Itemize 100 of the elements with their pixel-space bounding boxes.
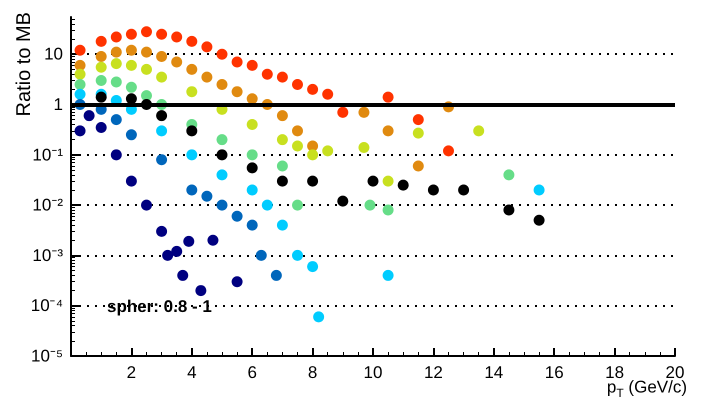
point	[126, 28, 137, 40]
point	[292, 200, 303, 211]
x-tick-label: 6	[247, 363, 257, 382]
point	[126, 82, 137, 93]
point	[110, 58, 122, 70]
x-tick-label: 18	[605, 363, 624, 382]
point	[126, 44, 137, 56]
point	[156, 125, 168, 136]
point	[246, 119, 258, 130]
point	[534, 184, 545, 196]
point	[232, 56, 243, 68]
point	[74, 125, 86, 136]
point	[186, 184, 198, 196]
point	[398, 180, 409, 191]
point	[141, 26, 152, 38]
point	[246, 220, 258, 231]
point	[96, 51, 107, 62]
point	[503, 204, 514, 216]
point	[74, 68, 86, 80]
point	[232, 86, 243, 98]
point	[207, 234, 218, 246]
point	[110, 46, 122, 58]
point	[382, 92, 394, 103]
point	[96, 75, 107, 86]
point	[443, 145, 454, 156]
point	[216, 134, 228, 146]
point	[201, 190, 212, 202]
point	[110, 32, 122, 43]
point	[382, 204, 394, 216]
point	[74, 88, 86, 100]
point	[292, 125, 303, 136]
point	[216, 79, 228, 90]
point	[201, 41, 212, 52]
point	[74, 79, 86, 90]
x-tick-label: 16	[544, 363, 564, 382]
point	[141, 200, 152, 211]
point	[262, 200, 273, 211]
point	[156, 110, 168, 122]
point	[412, 160, 424, 172]
point	[382, 176, 394, 187]
point	[322, 145, 334, 156]
point	[412, 128, 424, 139]
point	[368, 176, 378, 187]
point	[292, 140, 303, 152]
point	[473, 125, 484, 136]
point	[232, 210, 243, 222]
point	[186, 149, 198, 160]
point	[358, 142, 370, 153]
point	[358, 106, 370, 118]
point	[216, 48, 228, 60]
point	[364, 200, 376, 211]
point	[307, 84, 318, 95]
point	[141, 46, 152, 58]
y-tick-label: 10	[44, 44, 63, 64]
x-tick-label: 2	[126, 363, 136, 382]
point	[156, 51, 168, 62]
point	[110, 149, 122, 160]
point	[201, 72, 212, 83]
point	[216, 149, 228, 160]
point	[503, 169, 514, 180]
x-tick-label: 12	[424, 363, 443, 382]
point	[322, 88, 334, 100]
point	[292, 250, 303, 261]
point	[307, 261, 318, 272]
point	[183, 236, 194, 247]
point	[126, 60, 137, 71]
point	[156, 226, 168, 237]
point	[276, 220, 288, 231]
point	[337, 196, 348, 207]
point	[307, 149, 318, 160]
point	[412, 114, 424, 126]
point	[141, 90, 152, 102]
point	[216, 169, 228, 180]
point	[171, 56, 182, 68]
point	[110, 76, 122, 88]
point	[276, 134, 288, 146]
x-tick-label: 8	[308, 363, 318, 382]
point	[126, 93, 137, 104]
point	[186, 36, 198, 47]
point	[156, 154, 168, 166]
point	[126, 176, 137, 187]
point	[110, 114, 122, 126]
point	[186, 64, 198, 75]
y-tick-label: 10⁻²	[32, 196, 64, 215]
y-tick-label: 10⁻³	[32, 246, 64, 265]
point	[382, 270, 394, 281]
point	[337, 106, 348, 118]
point	[186, 125, 198, 136]
y-tick-label: 10⁻⁵	[31, 346, 63, 366]
point	[276, 72, 288, 83]
point	[276, 176, 288, 187]
point	[262, 68, 273, 80]
point	[292, 79, 303, 90]
point	[74, 44, 86, 56]
point	[458, 184, 470, 196]
point	[313, 311, 324, 322]
point	[428, 184, 439, 196]
point	[382, 125, 394, 136]
point	[126, 129, 137, 140]
point	[96, 92, 107, 103]
